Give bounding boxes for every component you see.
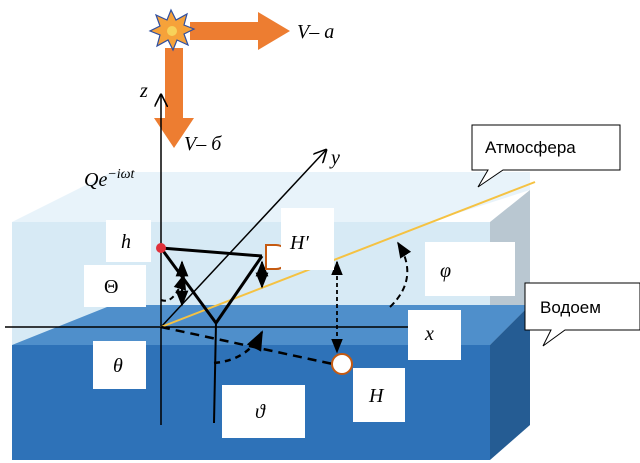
H-label-box	[353, 368, 405, 422]
Theta-label: Θ	[104, 276, 118, 298]
h-label-box	[106, 220, 151, 262]
y-axis-label: y	[329, 147, 340, 169]
water-side-face	[490, 305, 530, 460]
velocity-arrow-a	[190, 12, 290, 50]
water-top-face	[12, 305, 530, 345]
h-label: h	[121, 231, 131, 253]
water-callout	[524, 282, 640, 347]
velocity-a-label: V– a	[297, 21, 334, 43]
Hprime-label: H′	[289, 232, 309, 254]
vartheta-label: ϑ	[255, 401, 266, 423]
velocity-b-label: V– б	[184, 133, 222, 155]
source-signal-label: Qe−iωt	[84, 167, 136, 191]
phi-angle-arc	[389, 241, 412, 308]
atmosphere-callout	[471, 124, 621, 188]
vartheta-label-box	[222, 385, 305, 438]
x-label-box	[408, 310, 461, 360]
water-label: Водоем	[540, 298, 601, 317]
atmosphere-top-face	[12, 172, 530, 222]
velocity-arrow-b	[154, 48, 194, 148]
Theta-label-box	[84, 265, 146, 307]
x-axis-label: x	[424, 323, 434, 345]
explosion-core	[167, 26, 177, 36]
phi-label: φ	[440, 260, 451, 282]
y-axis	[160, 150, 326, 328]
z-axis-label: z	[139, 80, 148, 102]
receiver-leg	[214, 255, 264, 324]
Theta-angle-arc	[160, 273, 186, 302]
phi-label-box	[425, 242, 515, 296]
vertical-drop	[213, 322, 217, 424]
Hprime-label-box	[281, 208, 334, 270]
atmosphere-label: Атмосфера	[485, 138, 576, 157]
atmosphere-ray	[160, 181, 536, 328]
receiver-water-icon	[331, 353, 353, 375]
H-label: H	[368, 385, 385, 407]
source-marker	[156, 243, 166, 253]
source-to-receiver-line	[160, 246, 263, 258]
theta-label-box	[93, 341, 146, 389]
theta-label: θ	[113, 355, 123, 377]
source-diagonal	[159, 247, 218, 324]
vartheta-angle-arc	[213, 330, 264, 365]
